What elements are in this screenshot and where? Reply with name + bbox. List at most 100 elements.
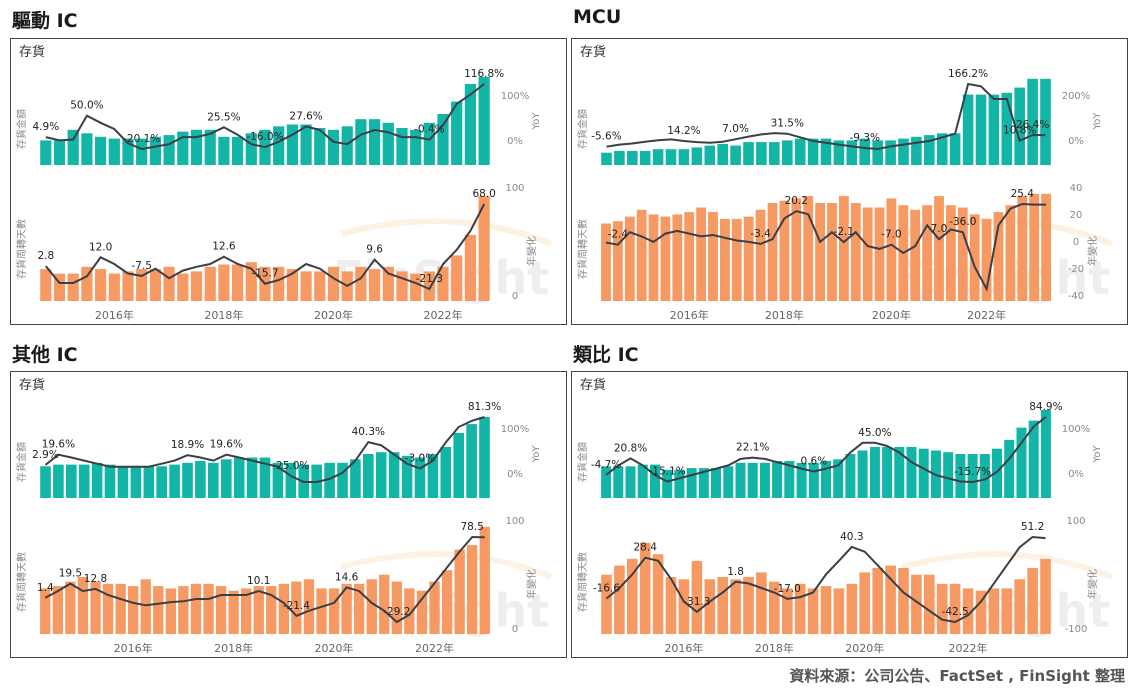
bar	[711, 468, 721, 498]
bar	[273, 126, 285, 165]
bar	[1005, 205, 1016, 301]
bar	[627, 150, 638, 165]
y2-axis-label-top: YoY	[531, 445, 542, 464]
bar	[156, 466, 167, 498]
data-label: -25.0%	[272, 460, 309, 472]
bar	[730, 145, 741, 165]
bar	[1004, 439, 1015, 498]
bar	[153, 586, 164, 634]
panel-driver-ic: 存貨 FinSight4.9%50.0%-20.1%25.5%-16.0%27.…	[10, 38, 567, 325]
x-tick-label: 2020年	[845, 641, 884, 655]
data-label: 1.4	[37, 582, 54, 594]
data-label: 7.0%	[722, 123, 749, 135]
bar	[303, 579, 315, 634]
bar	[149, 269, 161, 301]
bar	[354, 583, 365, 634]
bar	[401, 455, 413, 498]
bar	[756, 142, 767, 165]
bar	[437, 114, 449, 165]
bar	[215, 586, 227, 634]
bar	[416, 590, 428, 634]
data-label: 50.0%	[70, 100, 103, 112]
bar	[122, 138, 134, 165]
bar	[827, 203, 837, 301]
x-tick-label: 2018年	[755, 641, 794, 655]
bar	[440, 447, 452, 498]
data-label: -20.1%	[123, 133, 160, 145]
bar	[639, 150, 651, 165]
bar	[946, 205, 956, 301]
bar	[691, 147, 703, 165]
bar	[53, 464, 64, 498]
bar	[221, 459, 232, 498]
bar	[208, 462, 219, 498]
y2-axis-label-top: YoY	[531, 112, 542, 131]
y2-tick-label: -40	[1068, 291, 1084, 302]
bar	[949, 583, 961, 634]
bar	[678, 579, 690, 634]
bar	[218, 136, 230, 165]
bar	[859, 572, 870, 634]
data-label: 45.0%	[858, 427, 891, 439]
x-tick-label: 2018年	[765, 308, 804, 322]
bar	[414, 457, 426, 498]
bar	[1014, 87, 1025, 165]
data-label: 2.9%	[32, 449, 59, 461]
data-label: -4.7%	[591, 459, 621, 471]
bar	[441, 570, 453, 634]
bar	[115, 583, 126, 634]
bar	[40, 588, 51, 634]
bar	[285, 462, 297, 498]
y2-axis-label-bottom: 年變化	[1086, 569, 1099, 599]
bar	[272, 462, 284, 498]
bar	[886, 198, 897, 301]
bar	[218, 264, 230, 301]
data-label: -15.7	[251, 268, 278, 280]
bar	[95, 136, 107, 165]
bar	[1001, 588, 1013, 634]
bar	[314, 128, 326, 165]
data-label: 12.8	[84, 573, 107, 585]
bar	[614, 150, 625, 165]
bar	[850, 203, 861, 301]
bar	[601, 466, 612, 498]
y2-tick-label: 0%	[1068, 469, 1084, 480]
panel-other-ic: 存貨 FinSight 2.9% 19.6% 18.9% 19.6% -25.0% 40.3…	[10, 371, 567, 658]
bar	[451, 255, 463, 301]
bar	[924, 574, 935, 634]
bar	[981, 218, 992, 301]
data-label: 20.8%	[614, 442, 647, 454]
bar	[992, 448, 1002, 498]
data-label: 68.0	[472, 188, 495, 200]
bar	[784, 461, 795, 498]
bar	[957, 207, 968, 301]
bar	[300, 271, 312, 301]
y2-tick-label: 100	[1066, 516, 1085, 527]
bar	[66, 464, 77, 498]
data-label: 27.6%	[289, 110, 322, 122]
bar	[104, 464, 116, 498]
bar	[791, 198, 802, 301]
y2-tick-label: 20	[1070, 210, 1083, 221]
data-label: 4.9%	[33, 121, 60, 133]
bar	[720, 218, 730, 301]
bar	[936, 133, 948, 165]
bar	[67, 129, 79, 165]
y2-tick-label: 0%	[507, 136, 523, 147]
bar	[839, 196, 849, 301]
bar	[95, 269, 107, 301]
data-label: 25.4	[1011, 188, 1035, 200]
bar	[910, 209, 921, 301]
bar	[464, 234, 476, 301]
bar	[872, 140, 883, 165]
bar	[1041, 193, 1051, 301]
watermark-swoosh	[901, 551, 1114, 580]
x-tick-label: 2018年	[204, 308, 243, 322]
y2-tick-label: 200%	[1062, 91, 1091, 102]
y2-tick-label: 0	[512, 624, 518, 635]
y-axis-label-bottom: 存貨周轉天數	[576, 219, 589, 279]
bar	[245, 133, 257, 165]
data-label: -3.4	[750, 228, 771, 240]
bar	[241, 588, 252, 634]
source-note: 資料來源：公司公告、FactSet , FinSight 整理	[789, 667, 1125, 685]
